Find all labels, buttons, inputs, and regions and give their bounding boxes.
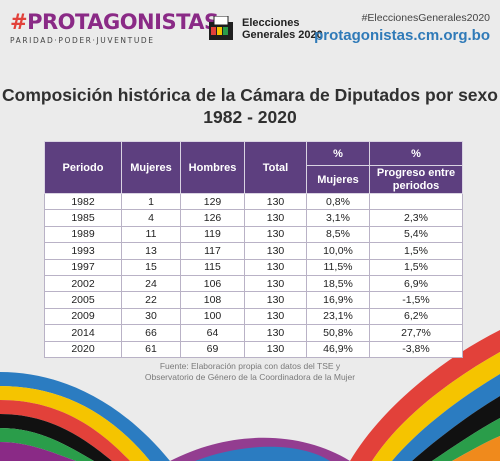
cell-pct-mujeres: 46,9% [306,340,370,358]
source-line-1: Fuente: Elaboración propia con datos del… [159,361,341,371]
cell-total: 130 [244,192,307,211]
cell-progreso: 2,3% [369,209,463,227]
cell-mujeres: 61 [121,340,181,358]
cell-pct-mujeres: 16,9% [306,291,370,309]
header-progreso: Progreso entre periodos [369,165,463,194]
brand-tagline: PARIDAD·PODER·JUVENTUDE [10,36,155,45]
cell-hombres: 115 [180,258,245,276]
cell-hombres: 100 [180,307,245,326]
cell-hombres: 64 [180,324,245,342]
cell-hombres: 129 [180,192,245,211]
cell-hombres: 106 [180,274,245,293]
elections-subtitle: Generales 2020 [242,29,323,41]
cell-hombres: 119 [180,225,245,244]
cell-mujeres: 15 [121,258,181,276]
cell-pct-mujeres: 8,5% [306,225,370,244]
cell-total: 130 [244,324,307,342]
cell-periodo: 2002 [44,274,122,293]
site-link[interactable]: protagonistas.cm.org.bo [314,27,490,44]
cell-mujeres: 30 [121,307,181,326]
cell-progreso: 6,2% [369,307,463,326]
cell-pct-mujeres: 23,1% [306,307,370,326]
table-row: 1997 15 115 130 11,5% 1,5% [44,258,463,276]
cell-hombres: 69 [180,340,245,358]
header-pct-2: % [369,141,463,166]
header-mujeres: Mujeres [121,141,181,194]
cell-progreso: -3,8% [369,340,463,358]
cell-hombres: 108 [180,291,245,309]
cell-mujeres: 22 [121,291,181,309]
table-row: 2002 24 106 130 18,5% 6,9% [44,274,463,293]
cell-periodo: 2005 [44,291,122,309]
cell-total: 130 [244,340,307,358]
table-row: 1993 13 117 130 10,0% 1,5% [44,242,463,260]
cell-mujeres: 1 [121,192,181,211]
brand-hash: # [10,10,28,34]
cell-total: 130 [244,209,307,227]
ballot-box-icon [209,16,233,40]
cell-mujeres: 4 [121,209,181,227]
cell-pct-mujeres: 0,8% [306,192,370,211]
cell-progreso: 5,4% [369,225,463,244]
cell-pct-mujeres: 18,5% [306,274,370,293]
cell-total: 130 [244,274,307,293]
title-line-2: 1982 - 2020 [203,107,297,127]
table-row: 2005 22 108 130 16,9% -1,5% [44,291,463,309]
cell-pct-mujeres: 3,1% [306,209,370,227]
cell-total: 130 [244,225,307,244]
cell-total: 130 [244,258,307,276]
cell-periodo: 1993 [44,242,122,260]
brand-name: PROTAGONISTAS [27,10,219,34]
composition-table: Periodo Mujeres Hombres Total % % Mujere… [44,141,463,358]
cell-periodo: 1989 [44,225,122,244]
cell-mujeres: 13 [121,242,181,260]
header-periodo: Periodo [44,141,122,194]
header-total: Total [244,141,307,194]
cell-progreso: 6,9% [369,274,463,293]
cell-mujeres: 11 [121,225,181,244]
elections-title: Elecciones [242,17,300,29]
cell-progreso: -1,5% [369,291,463,309]
source-line-2: Observatorio de Género de la Coordinador… [144,372,356,382]
cell-pct-mujeres: 50,8% [306,324,370,342]
table-body: 1982 1 129 130 0,8% 1985 4 126 130 3,1% 2,3% 1989 11… [44,192,463,358]
title-line-1: Composición histórica de la Cámara de Di… [2,85,498,105]
header-pct-mujeres: Mujeres [306,165,370,194]
cell-periodo: 1997 [44,258,122,276]
cell-periodo: 2020 [44,340,122,358]
cell-progreso: 1,5% [369,258,463,276]
page-title: Composición histórica de la Cámara de Di… [0,84,500,128]
header-pct-1: % [306,141,370,166]
cell-mujeres: 66 [121,324,181,342]
table-row: 1989 11 119 130 8,5% 5,4% [44,225,463,244]
cell-total: 130 [244,291,307,309]
elections-logo: Elecciones Generales 2020 [206,16,323,42]
brand-title: #PROTAGONISTAS [10,9,219,35]
cell-total: 130 [244,242,307,260]
cell-hombres: 117 [180,242,245,260]
hashtag: #EleccionesGenerales2020 [361,12,490,24]
table-row: 2020 61 69 130 46,9% -3,8% [44,340,463,358]
cell-periodo: 1982 [44,192,122,211]
table-row: 1982 1 129 130 0,8% [44,192,463,211]
table-row: 1985 4 126 130 3,1% 2,3% [44,209,463,227]
cell-hombres: 126 [180,209,245,227]
table-row: 2009 30 100 130 23,1% 6,2% [44,307,463,326]
cell-periodo: 2009 [44,307,122,326]
brand-logo: #PROTAGONISTAS PARIDAD·PODER·JUVENTUDE [10,9,219,45]
cell-progreso: 1,5% [369,242,463,260]
cell-progreso: 27,7% [369,324,463,342]
cell-mujeres: 24 [121,274,181,293]
table-row: 2014 66 64 130 50,8% 27,7% [44,324,463,342]
cell-periodo: 2014 [44,324,122,342]
header-hombres: Hombres [180,141,245,194]
cell-total: 130 [244,307,307,326]
cell-periodo: 1985 [44,209,122,227]
source-note: Fuente: Elaboración propia con datos del… [0,361,500,383]
cell-progreso [369,192,463,211]
cell-pct-mujeres: 11,5% [306,258,370,276]
cell-pct-mujeres: 10,0% [306,242,370,260]
